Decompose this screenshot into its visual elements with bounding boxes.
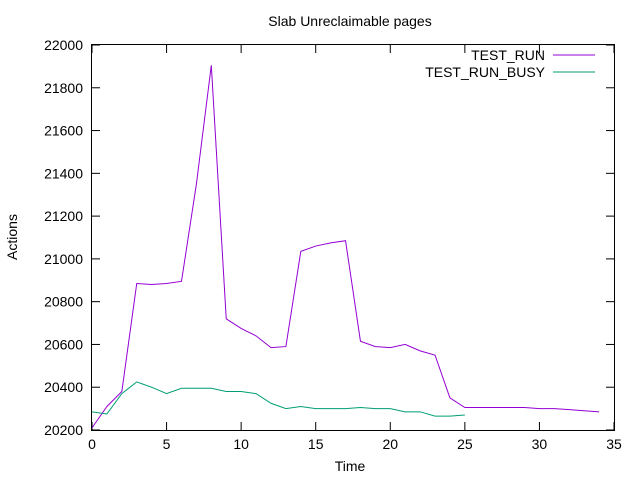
x-tick-label: 15 [308, 436, 324, 452]
x-tick-label: 20 [382, 436, 398, 452]
plot-frame [91, 44, 615, 431]
y-tick-label: 20800 [44, 294, 83, 310]
x-tick-label: 0 [88, 436, 96, 452]
y-tick-label: 20400 [44, 379, 83, 395]
legend-label: TEST_RUN_BUSY [425, 64, 545, 80]
y-tick-label: 21000 [44, 251, 83, 267]
y-tick-label: 20600 [44, 336, 83, 352]
x-tick-label: 5 [163, 436, 171, 452]
series-line-test-run [91, 65, 600, 429]
x-tick-label: 30 [532, 436, 548, 452]
x-tick-label: 35 [606, 436, 622, 452]
chart-title: Slab Unreclaimable pages [268, 13, 431, 29]
y-tick-label: 21200 [44, 208, 83, 224]
x-axis-label: Time [335, 458, 366, 474]
y-tick-label: 20200 [44, 422, 83, 438]
series-line-test-run-busy [91, 381, 465, 417]
y-tick-label: 22000 [44, 37, 83, 53]
y-tick-label: 21800 [44, 80, 83, 96]
x-tick-label: 10 [233, 436, 249, 452]
y-axis-label: Actions [4, 214, 20, 260]
x-tick-label: 25 [457, 436, 473, 452]
y-tick-label: 21400 [44, 165, 83, 181]
y-tick-label: 21600 [44, 123, 83, 139]
axis-ticks: 0 5 10 15 20 25 30 35 20200 20400 20600 20800 21000 2… [44, 37, 622, 452]
series-lines [91, 65, 600, 429]
legend-label: TEST_RUN [471, 47, 545, 63]
